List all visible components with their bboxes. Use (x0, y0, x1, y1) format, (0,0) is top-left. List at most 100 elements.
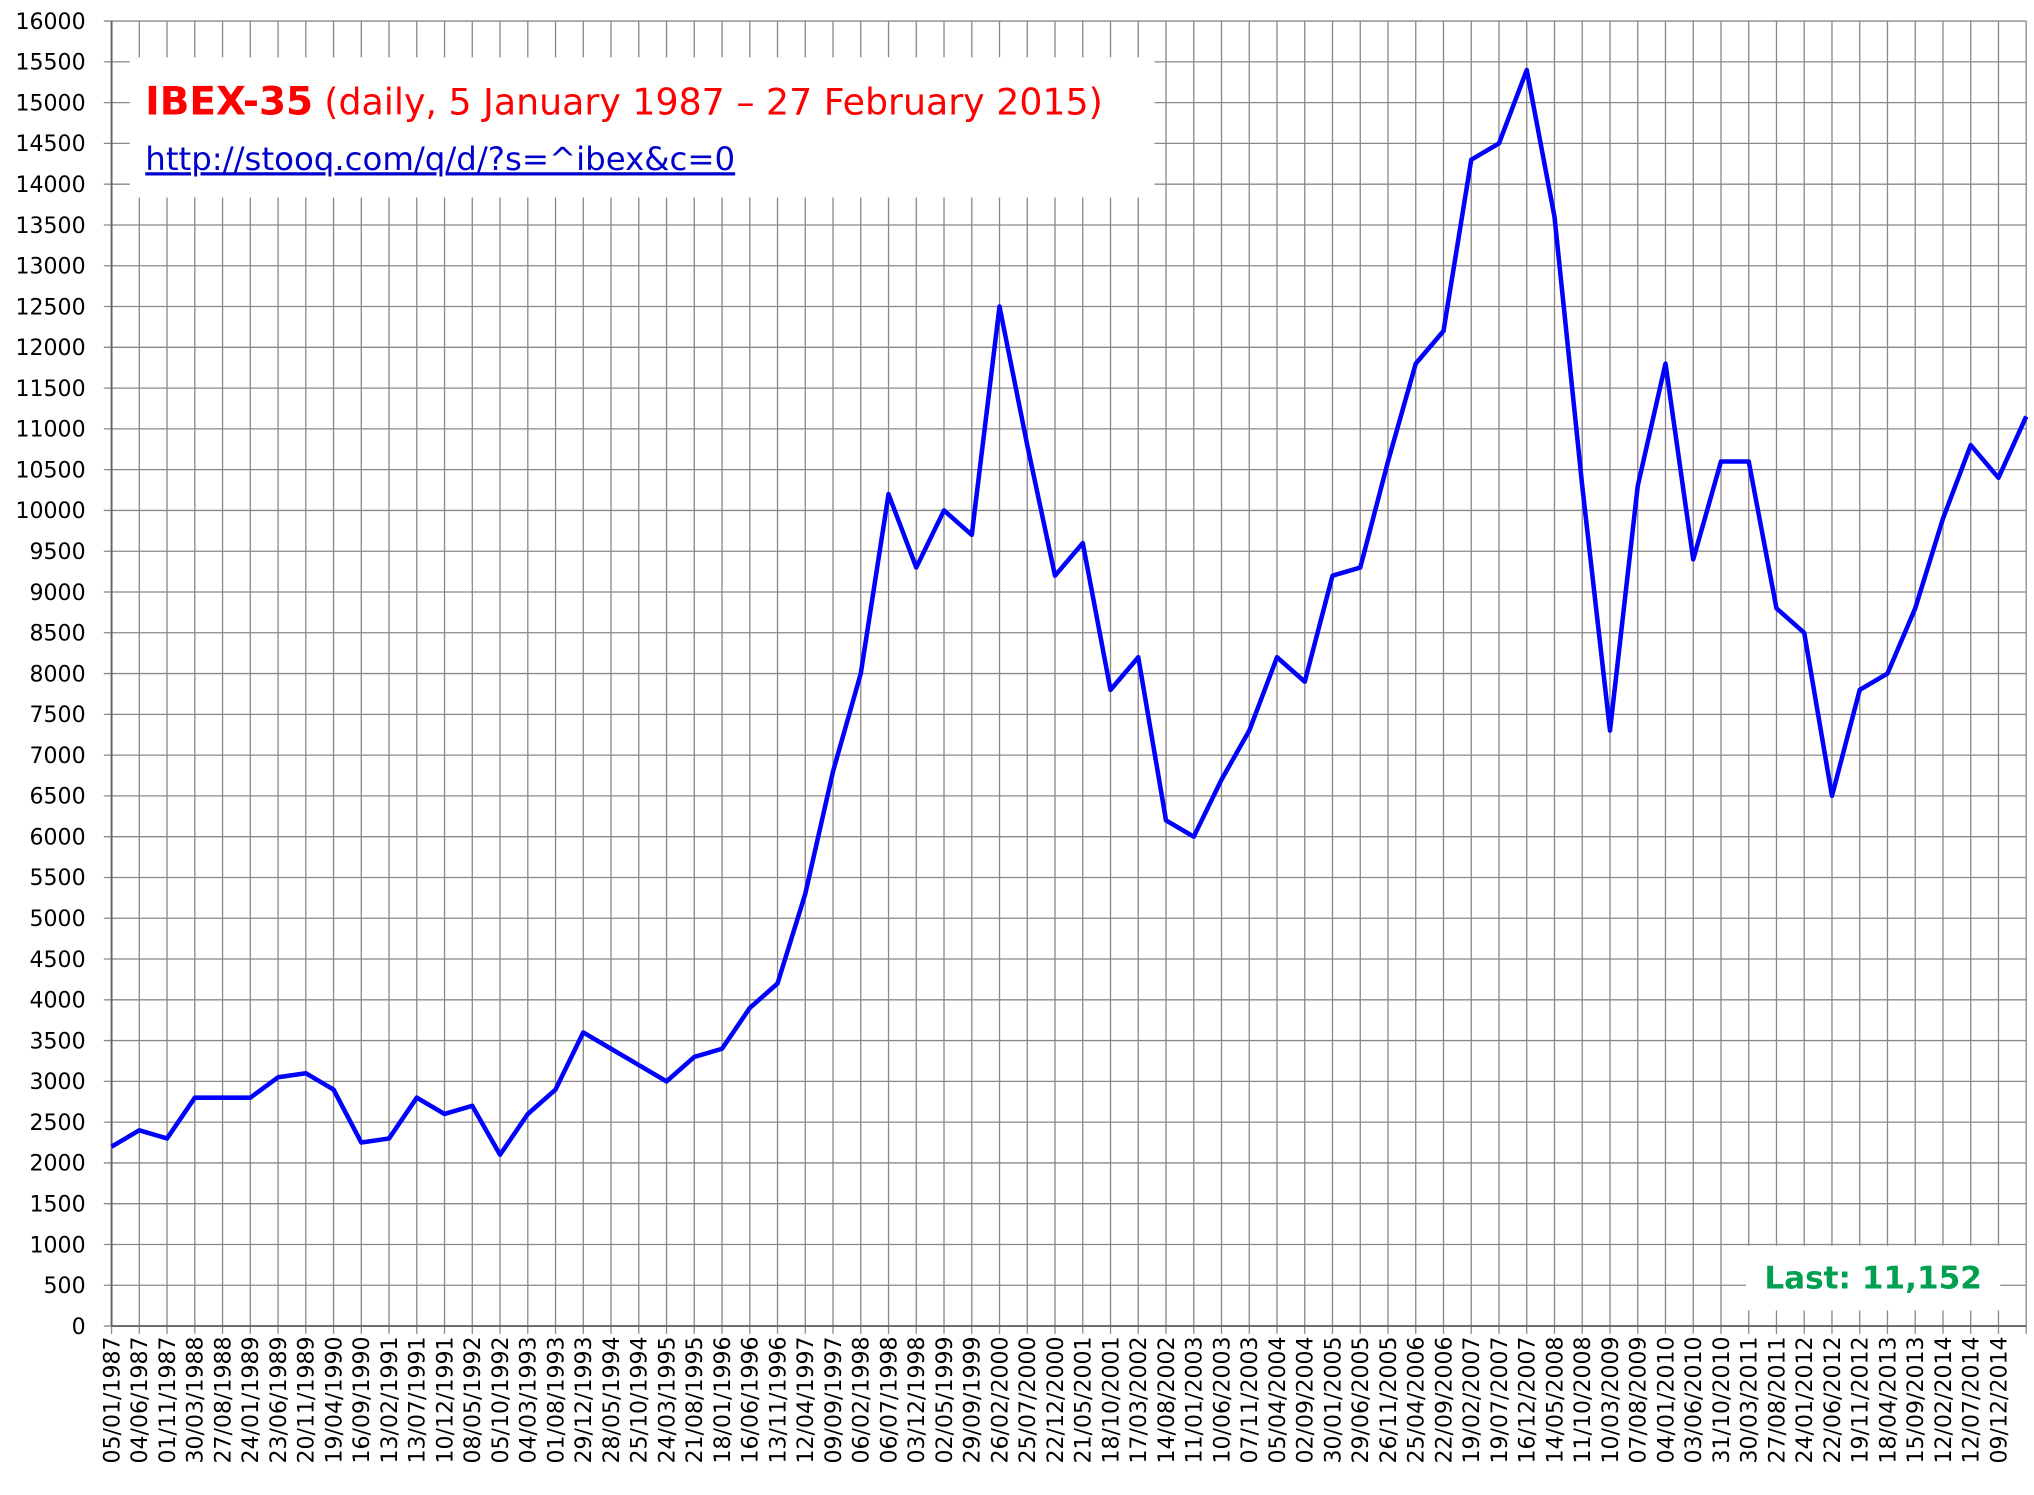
y-tick-label: 10000 (15, 499, 85, 524)
y-tick-label: 16000 (15, 10, 85, 35)
x-tick-label: 30/01/2005 (1321, 1336, 1346, 1463)
y-tick-label: 2000 (30, 1152, 86, 1177)
y-tick-label: 6500 (30, 785, 86, 810)
x-tick-label: 12/02/2014 (1932, 1336, 1957, 1463)
x-tick-label: 24/01/2012 (1793, 1336, 1818, 1463)
x-tick-label: 26/02/2000 (988, 1336, 1013, 1463)
x-tick-label: 02/05/1999 (933, 1336, 958, 1463)
x-tick-label: 04/03/1993 (517, 1336, 542, 1463)
x-tick-label: 18/10/2001 (1099, 1336, 1124, 1463)
x-tick-label: 15/09/2013 (1904, 1336, 1929, 1463)
x-tick-label: 30/03/2011 (1738, 1336, 1763, 1463)
annotation-box (1746, 1245, 2001, 1311)
y-tick-label: 4000 (30, 989, 86, 1014)
plot (110, 67, 2029, 1158)
x-tick-label: 30/03/1988 (184, 1336, 209, 1463)
x-tick-label: 18/01/1996 (711, 1336, 736, 1463)
x-tick-label: 25/07/2000 (1016, 1336, 1041, 1463)
x-tick-label: 04/06/1987 (128, 1336, 153, 1463)
y-tick-label: 500 (44, 1274, 86, 1299)
y-tick-label: 15000 (15, 91, 85, 116)
y-tick-label: 1500 (30, 1192, 86, 1217)
x-tick-label: 04/01/2010 (1654, 1336, 1679, 1463)
y-tick-label: 9000 (30, 581, 86, 606)
x-tick-label: 09/12/2014 (1987, 1336, 2012, 1463)
x-tick-label: 21/05/2001 (1072, 1336, 1097, 1463)
last-annotation: Last: 11,152 (1764, 1260, 1982, 1296)
x-tick-label: 10/12/1991 (433, 1336, 458, 1463)
y-tick-label: 13500 (15, 214, 85, 239)
y-tick-label: 5500 (30, 866, 86, 891)
y-tick-label: 11500 (15, 377, 85, 402)
x-tick-label: 13/07/1991 (406, 1336, 431, 1463)
x-tick-label: 02/09/2004 (1294, 1336, 1319, 1463)
x-tick-label: 11/01/2003 (1183, 1336, 1208, 1463)
x-tick-label: 10/03/2009 (1599, 1336, 1624, 1463)
x-tick-label: 06/07/1998 (877, 1336, 902, 1463)
y-tick-label: 9500 (30, 540, 86, 565)
x-tick-label: 12/07/2014 (1960, 1336, 1985, 1463)
x-tick-label: 13/02/1991 (378, 1336, 403, 1463)
x-tick-label: 18/04/2013 (1876, 1336, 1901, 1463)
x-tick-label: 22/12/2000 (1044, 1336, 1069, 1463)
x-tick-label: 07/11/2003 (1238, 1336, 1263, 1463)
x-tick-label: 14/08/2002 (1155, 1336, 1180, 1463)
y-tick-label: 7500 (30, 703, 86, 728)
x-tick-label: 13/11/1996 (766, 1336, 791, 1463)
y-tick-label: 7000 (30, 744, 86, 769)
x-tick-label: 19/11/2012 (1849, 1336, 1874, 1463)
y-tick-label: 8000 (30, 662, 86, 687)
chart-subtitle: (daily, 5 January 1987 – 27 February 201… (324, 80, 1103, 123)
chart-title: IBEX-35 (145, 79, 313, 124)
y-tick-label: 10500 (15, 458, 85, 483)
y-tick-label: 12500 (15, 295, 85, 320)
source-link: http://stooq.com/q/d/?s=^ibex&c=0 (145, 140, 735, 178)
y-tick-label: 13000 (15, 255, 85, 280)
x-tick-label: 03/12/1998 (905, 1336, 930, 1463)
x-tick-label: 24/01/1989 (239, 1336, 264, 1463)
x-tick-label: 16/06/1996 (739, 1336, 764, 1463)
x-tick-label: 14/05/2008 (1543, 1336, 1568, 1463)
x-tick-label: 06/02/1998 (850, 1336, 875, 1463)
x-tick-label: 01/08/1993 (544, 1336, 569, 1463)
x-tick-label: 05/10/1992 (489, 1336, 514, 1463)
y-tick-label: 6000 (30, 825, 86, 850)
y-tick-label: 12000 (15, 336, 85, 361)
x-tick-label: 21/08/1995 (683, 1336, 708, 1463)
y-tick-label: 11000 (15, 418, 85, 443)
y-tick-label: 0 (72, 1315, 86, 1340)
y-tick-label: 4500 (30, 948, 86, 973)
x-tick-label: 19/07/2007 (1488, 1336, 1513, 1463)
x-tick-label: 29/09/1999 (961, 1336, 986, 1463)
title-box (129, 57, 1155, 198)
x-tick-label: 23/06/1989 (267, 1336, 292, 1463)
x-tick-label: 16/12/2007 (1516, 1336, 1541, 1463)
x-tick-label: 17/03/2002 (1127, 1336, 1152, 1463)
x-tick-label: 19/04/1990 (322, 1336, 347, 1463)
y-tick-label: 3000 (30, 1070, 86, 1095)
x-tick-label: 29/12/1993 (572, 1336, 597, 1463)
x-tick-label: 22/06/2012 (1821, 1336, 1846, 1463)
x-tick-label: 27/08/2011 (1765, 1336, 1790, 1463)
grid (103, 20, 2027, 1334)
x-tick-label: 24/03/1995 (655, 1336, 680, 1463)
y-tick-label: 3500 (30, 1029, 86, 1054)
x-tick-label: 25/04/2006 (1405, 1336, 1430, 1463)
x-tick-label: 10/06/2003 (1210, 1336, 1235, 1463)
y-tick-label: 14000 (15, 173, 85, 198)
x-tick-label: 01/11/1987 (156, 1336, 181, 1463)
y-tick-label: 8500 (30, 622, 86, 647)
y-tick-label: 14500 (15, 132, 85, 157)
x-tick-label: 19/02/2007 (1460, 1336, 1485, 1463)
y-tick-label: 1000 (30, 1233, 86, 1258)
x-tick-label: 28/05/1994 (600, 1336, 625, 1463)
x-tick-label: 11/10/2008 (1571, 1336, 1596, 1463)
x-tick-label: 26/11/2005 (1377, 1336, 1402, 1463)
x-tick-label: 03/06/2010 (1682, 1336, 1707, 1463)
x-tick-label: 09/09/1997 (822, 1336, 847, 1463)
x-tick-label: 16/09/1990 (350, 1336, 375, 1463)
y-tick-label: 5000 (30, 907, 86, 932)
x-tick-label: 29/06/2005 (1349, 1336, 1374, 1463)
